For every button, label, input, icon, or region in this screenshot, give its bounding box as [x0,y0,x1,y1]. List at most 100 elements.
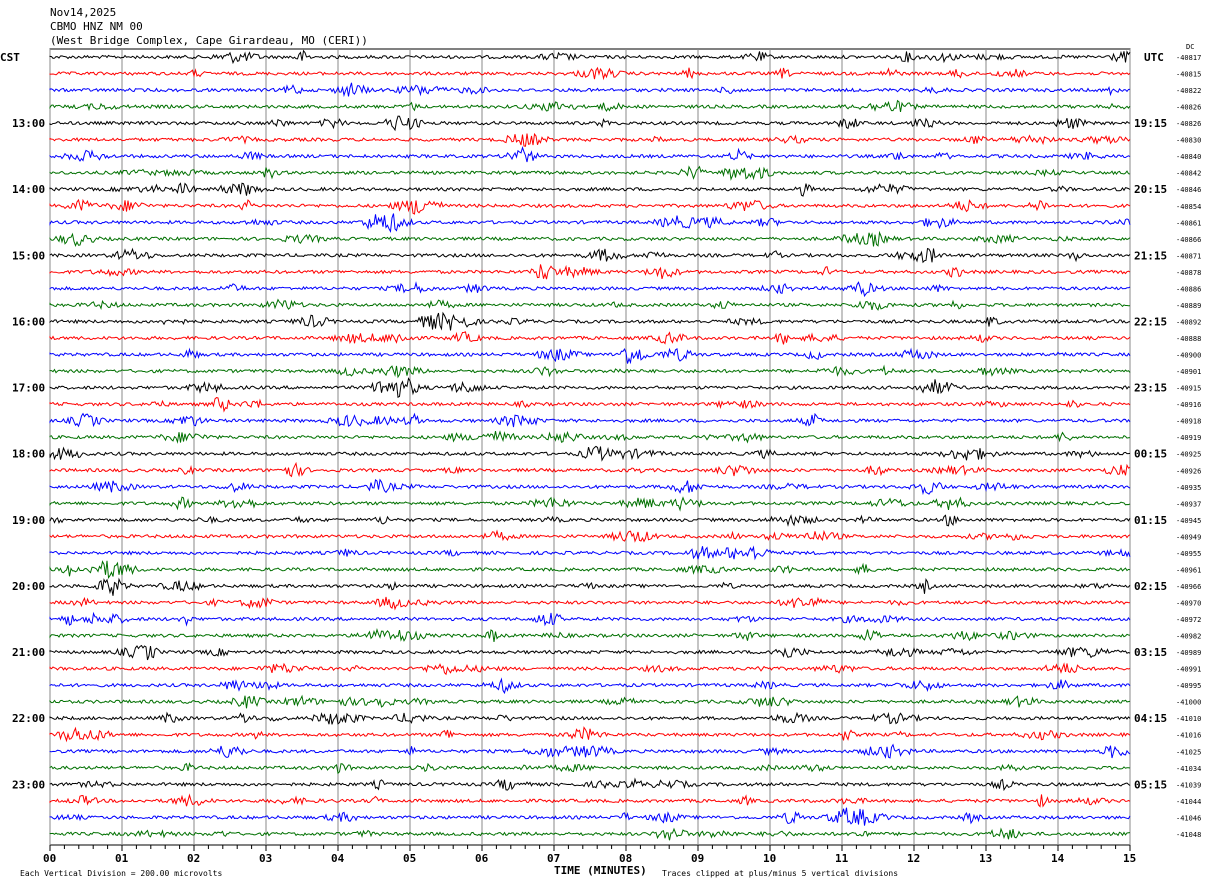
seismic-trace-33 [49,596,1131,611]
seismic-trace-1 [49,66,1131,81]
cst-time-label: 13:00 [12,117,45,130]
seismic-trace-0 [49,49,1131,65]
cst-time-label: 14:00 [12,183,45,196]
utc-time-label: 21:15 [1134,249,1167,262]
seismic-trace-44 [49,777,1131,792]
dc-offset-label: -40995 [1176,682,1201,690]
seismic-trace-14 [49,281,1131,298]
dc-offset-label: -41025 [1176,748,1201,756]
x-tick-label: 04 [331,852,345,865]
x-tick-label: 10 [763,852,776,865]
dc-title: DC [1186,43,1194,51]
x-tick-label: 00 [43,852,56,865]
seismic-trace-46 [49,807,1131,826]
cst-time-label: 18:00 [12,448,45,461]
seismic-trace-11 [49,230,1131,247]
utc-time-label: 04:15 [1134,712,1167,725]
seismic-trace-7 [49,165,1131,181]
x-tick-label: 08 [619,852,632,865]
seismic-trace-34 [49,611,1131,627]
dc-offset-label: -41034 [1176,765,1201,773]
seismic-trace-31 [49,560,1131,579]
dc-offset-label: -40840 [1176,153,1201,161]
dc-offset-label: -40817 [1176,54,1201,62]
utc-time-label: 20:15 [1134,183,1167,196]
seismic-trace-45 [49,793,1131,808]
seismic-trace-35 [49,627,1131,642]
cst-time-label: 20:00 [12,580,45,593]
station-label: CBMO HNZ NM 00 [50,20,143,33]
x-tick-label: 03 [259,852,272,865]
seismic-trace-43 [49,762,1131,775]
seismic-trace-21 [49,397,1131,413]
dc-offset-label: -41048 [1176,831,1201,839]
seismic-trace-24 [49,445,1131,462]
cst-time-label: 21:00 [12,646,45,659]
seismic-trace-42 [49,743,1131,759]
seismic-trace-18 [49,347,1131,365]
dc-offset-label: -40916 [1176,401,1201,409]
dc-offset-label: -41039 [1176,781,1201,789]
seismic-trace-4 [49,115,1131,132]
dc-offset-label: -40972 [1176,616,1201,624]
dc-offset-label: -40861 [1176,219,1201,227]
date-label: Nov14,2025 [50,6,117,19]
dc-offset-label: -40886 [1176,285,1201,293]
seismic-trace-13 [49,264,1131,280]
x-tick-label: 13 [979,852,992,865]
dc-offset-label: -40970 [1176,599,1201,607]
x-tick-label: 09 [691,852,704,865]
seismic-trace-10 [49,213,1131,233]
dc-offset-label: -40826 [1176,104,1201,112]
dc-offset-label: -41000 [1176,699,1201,707]
seismic-trace-41 [49,726,1131,743]
cst-time-label: 17:00 [12,382,45,395]
x-tick-label: 02 [187,852,200,865]
dc-offset-label: -40919 [1176,434,1201,442]
dc-offset-label: -40901 [1176,368,1201,376]
seismic-trace-27 [49,496,1131,512]
seismic-trace-37 [49,662,1131,676]
seismic-trace-23 [49,430,1131,444]
dc-offset-label: -40892 [1176,318,1201,326]
utc-time-label: 03:15 [1134,646,1167,659]
seismic-trace-3 [49,99,1131,113]
dc-offset-label: -40888 [1176,335,1201,343]
dc-offset-label: -40949 [1176,533,1201,541]
utc-time-label: 23:15 [1134,382,1167,395]
utc-time-label: 01:15 [1134,514,1167,527]
utc-time-label: 22:15 [1134,315,1167,328]
plot-frame [49,48,1131,846]
dc-offset-label: -40989 [1176,649,1201,657]
cst-time-label: 15:00 [12,249,45,262]
dc-offset-label: -41046 [1176,814,1201,822]
seismic-trace-47 [49,827,1131,841]
x-axis-title: TIME (MINUTES) [554,864,647,877]
x-tick-label: 07 [547,852,560,865]
utc-time-label: 05:15 [1134,778,1167,791]
seismic-trace-9 [49,198,1131,215]
cst-time-label: 22:00 [12,712,45,725]
seismic-trace-19 [49,364,1131,379]
dc-offset-label: -40991 [1176,666,1201,674]
dc-offset-label: -40846 [1176,186,1201,194]
location-label: (West Bridge Complex, Cape Girardeau, MO… [50,34,368,47]
dc-offset-label: -40945 [1176,517,1201,525]
seismic-trace-17 [49,331,1131,345]
seismic-trace-30 [49,545,1131,561]
dc-offset-label: -40918 [1176,418,1201,426]
dc-offset-label: -40955 [1176,550,1201,558]
dc-offset-label: -40889 [1176,302,1201,310]
cst-time-label: 16:00 [12,315,45,328]
dc-offset-label: -40854 [1176,203,1201,211]
x-tick-label: 06 [475,852,489,865]
seismic-trace-25 [49,461,1131,478]
seismic-trace-26 [49,478,1131,496]
dc-offset-label: -41044 [1176,798,1201,806]
x-tick-label: 11 [835,852,849,865]
scale-note: Each Vertical Division = 200.00 microvol… [20,869,222,878]
seismic-trace-36 [49,644,1131,661]
clip-note: Traces clipped at plus/minus 5 vertical … [662,869,898,878]
dc-offset-label: -40982 [1176,633,1201,641]
